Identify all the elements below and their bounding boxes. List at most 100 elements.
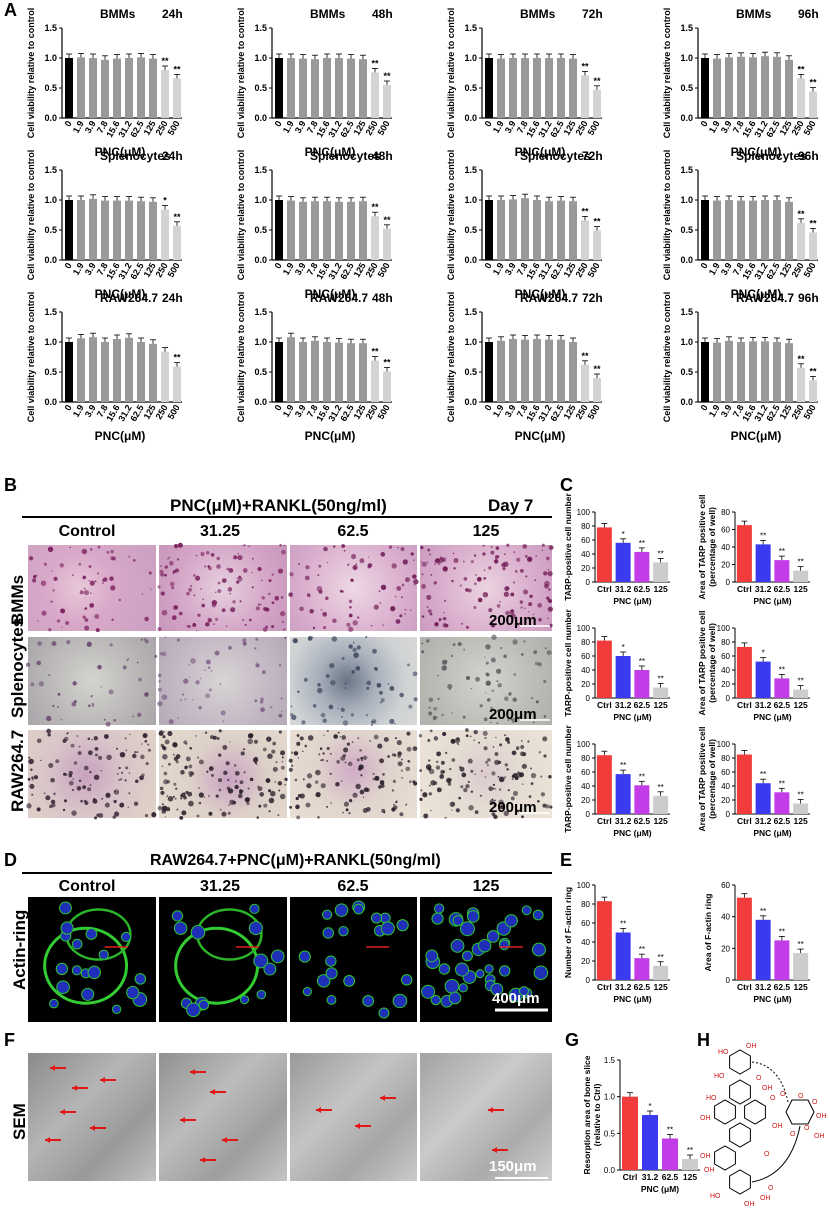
significance-mark: * — [622, 643, 625, 652]
stain-dot — [296, 734, 300, 737]
stain-dot — [406, 731, 411, 736]
y-tick-label: 40 — [581, 550, 590, 559]
stain-dot — [430, 573, 433, 576]
stain-dot — [544, 647, 547, 650]
stain-dot — [507, 789, 510, 792]
stain-dot — [412, 559, 415, 562]
y-axis-label: Cell viability relative to control — [26, 8, 36, 139]
stain-dot — [511, 614, 513, 617]
stain-dot — [441, 714, 444, 716]
stain-dot — [87, 787, 92, 792]
x-tick-label: 62.5 — [634, 700, 651, 710]
bar — [485, 200, 493, 260]
stain-dot — [199, 677, 202, 680]
stain-dot — [522, 589, 529, 595]
stain-dot — [171, 615, 177, 621]
stain-dot — [460, 785, 464, 789]
stain-dot — [422, 792, 428, 798]
nucleus — [362, 995, 375, 1007]
arrow-head — [60, 1109, 65, 1115]
stain-dot — [88, 580, 90, 582]
stain-dot — [188, 676, 191, 678]
stain-dot — [242, 545, 244, 547]
stain-dot — [486, 698, 491, 702]
significance-mark: ** — [383, 357, 391, 367]
stain-dot — [426, 606, 429, 608]
stain-dot — [412, 671, 418, 677]
stain-dot — [372, 772, 375, 775]
ring-5 — [729, 1122, 751, 1148]
stain-dot — [214, 650, 220, 656]
stain-dot — [492, 814, 497, 819]
stain-dot — [159, 565, 162, 567]
stain-dot — [495, 546, 500, 550]
stain-dot — [118, 598, 121, 602]
stain-dot — [142, 733, 148, 739]
significance-mark: ** — [639, 657, 645, 666]
stain-dot — [161, 805, 168, 812]
stain-dot — [512, 639, 518, 645]
stain-dot — [357, 737, 360, 740]
stain-dot — [496, 722, 499, 725]
stain-dot — [101, 797, 104, 800]
stain-dot — [81, 548, 88, 555]
stain-dot — [339, 589, 343, 593]
stain-dot — [409, 780, 412, 784]
stain-dot — [523, 640, 526, 643]
stain-dot — [208, 766, 214, 771]
stain-dot — [113, 789, 120, 795]
stain-dot — [547, 617, 549, 620]
stain-dot — [505, 610, 510, 616]
stain-dot — [196, 630, 198, 632]
nucleus — [438, 963, 451, 975]
stain-dot — [228, 804, 230, 806]
stain-dot — [301, 720, 306, 725]
stain-dot — [172, 795, 175, 798]
stain-dot — [316, 586, 323, 592]
bar — [785, 59, 793, 118]
stain-dot — [328, 704, 334, 710]
stain-dot — [463, 787, 468, 793]
bar — [521, 339, 529, 402]
stain-dot — [243, 771, 246, 774]
stain-dot — [92, 798, 96, 801]
stain-dot — [506, 768, 509, 771]
bar — [149, 201, 157, 260]
x-tick-label: 0 — [273, 119, 284, 128]
stain-dot — [268, 810, 271, 813]
stain-dot — [28, 758, 34, 765]
stain-dot — [161, 803, 164, 806]
x-tick-label: 31.2 — [755, 584, 772, 594]
stain-dot — [201, 603, 206, 608]
stain-dot — [302, 750, 304, 753]
chart-title-time: 96h — [798, 149, 819, 163]
stain-dot — [191, 698, 194, 701]
nucleus — [431, 912, 444, 925]
stain-dot — [163, 731, 165, 733]
stain-dot — [543, 715, 547, 718]
stain-dot — [503, 776, 507, 779]
significance-mark: ** — [798, 791, 804, 800]
nucleus — [343, 975, 356, 987]
stain-dot — [272, 766, 278, 772]
stain-dot — [162, 807, 164, 809]
stain-dot — [401, 583, 405, 587]
stain-dot — [544, 583, 549, 589]
significance-mark: ** — [371, 347, 379, 357]
chart-title-cell: BMMs — [310, 7, 346, 21]
stain-dot — [36, 807, 41, 812]
stain-dot — [428, 711, 433, 716]
stain-dot — [370, 624, 373, 627]
stain-dot — [322, 718, 327, 724]
stain-dot — [447, 782, 452, 786]
stain-dot — [160, 572, 165, 577]
arrow-head — [50, 1065, 55, 1071]
stain-dot — [140, 638, 144, 641]
stain-dot — [459, 584, 462, 587]
stain-dot — [204, 731, 208, 734]
stain-dot — [183, 792, 186, 795]
stain-dot — [421, 615, 425, 618]
stain-dot — [542, 736, 548, 742]
